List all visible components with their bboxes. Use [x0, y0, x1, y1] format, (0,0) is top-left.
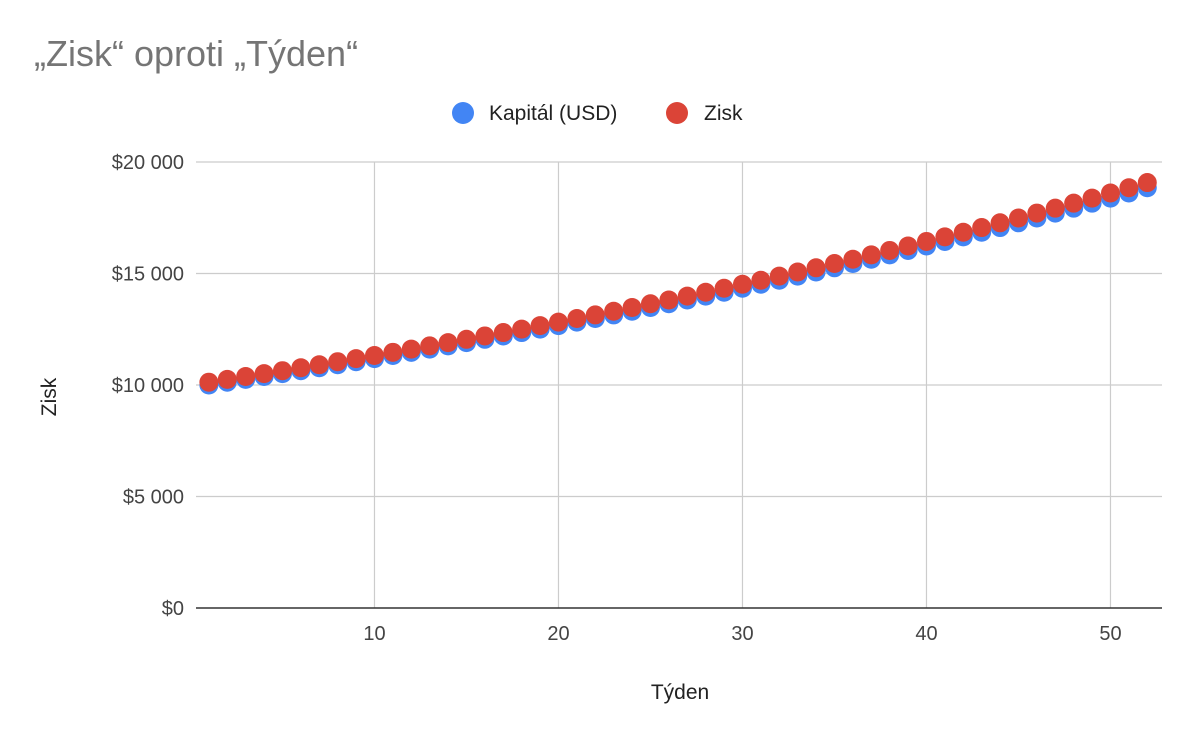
zisk-point: [861, 245, 881, 265]
zisk-point: [622, 298, 642, 318]
zisk-point: [788, 262, 808, 282]
zisk-point: [659, 290, 679, 310]
zisk-point: [916, 231, 936, 251]
legend: Kapitál (USD) Zisk: [452, 102, 743, 125]
zisk-point: [953, 222, 973, 242]
zisk-point: [990, 213, 1010, 233]
gridlines: [196, 161, 1162, 609]
x-axis-ticks: 10 20 30 40 50: [363, 623, 1121, 645]
zisk-point: [585, 305, 605, 325]
zisk-point: [696, 282, 716, 302]
y-tick-label: $15 000: [112, 264, 184, 286]
zisk-point: [217, 369, 237, 389]
zisk-point: [769, 266, 789, 286]
zisk-point: [640, 294, 660, 314]
chart-title: „Zisk“ oproti „Týden“: [34, 33, 358, 74]
zisk-point: [272, 361, 292, 381]
legend-marker-zisk: [666, 102, 688, 124]
y-tick-label: $10 000: [112, 375, 184, 397]
zisk-point: [1082, 188, 1102, 208]
zisk-point: [291, 358, 311, 378]
zisk-point: [898, 236, 918, 256]
zisk-point: [364, 345, 384, 365]
zisk-point: [383, 342, 403, 362]
zisk-point: [567, 309, 587, 329]
x-tick-label: 30: [731, 623, 753, 645]
zisk-point: [328, 352, 348, 372]
zisk-point: [401, 339, 421, 359]
y-axis-title: Zisk: [38, 377, 61, 416]
zisk-point: [512, 319, 532, 339]
zisk-point: [1027, 203, 1047, 223]
zisk-point: [1008, 208, 1028, 228]
zisk-point: [254, 364, 274, 384]
zisk-point: [806, 258, 826, 278]
legend-marker-kapital: [452, 102, 474, 124]
y-tick-label: $0: [162, 598, 184, 620]
zisk-point: [199, 372, 219, 392]
zisk-point: [1119, 178, 1139, 198]
legend-label-kapital: Kapitál (USD): [489, 102, 617, 125]
zisk-point: [236, 367, 256, 387]
zisk-point: [420, 336, 440, 356]
zisk-point: [438, 333, 458, 353]
zisk-point: [751, 270, 771, 290]
zisk-point: [530, 316, 550, 336]
zisk-point: [548, 312, 568, 332]
zisk-point: [1045, 198, 1065, 218]
zisk-point: [824, 254, 844, 274]
zisk-point: [843, 249, 863, 269]
zisk-point: [1064, 193, 1084, 213]
x-tick-label: 40: [915, 623, 937, 645]
zisk-point: [677, 286, 697, 306]
y-tick-label: $5 000: [123, 487, 184, 509]
zisk-point: [714, 278, 734, 298]
zisk-point: [456, 329, 476, 349]
zisk-point: [604, 301, 624, 321]
x-tick-label: 20: [547, 623, 569, 645]
zisk-point: [309, 355, 329, 375]
legend-label-zisk: Zisk: [704, 102, 743, 125]
zisk-point: [880, 240, 900, 260]
zisk-point: [935, 227, 955, 247]
x-axis-title: Týden: [651, 681, 709, 704]
zisk-point: [1100, 183, 1120, 203]
zisk-point: [732, 274, 752, 294]
zisk-point: [972, 218, 992, 238]
zisk-point: [346, 349, 366, 369]
zisk-point: [1137, 173, 1157, 193]
y-tick-label: $20 000: [112, 152, 184, 174]
data-points: [199, 173, 1157, 395]
x-tick-label: 10: [363, 623, 385, 645]
y-axis-ticks: $0 $5 000 $10 000 $15 000 $20 000: [112, 152, 184, 620]
zisk-point: [493, 323, 513, 343]
x-tick-label: 50: [1099, 623, 1121, 645]
zisk-point: [475, 326, 495, 346]
